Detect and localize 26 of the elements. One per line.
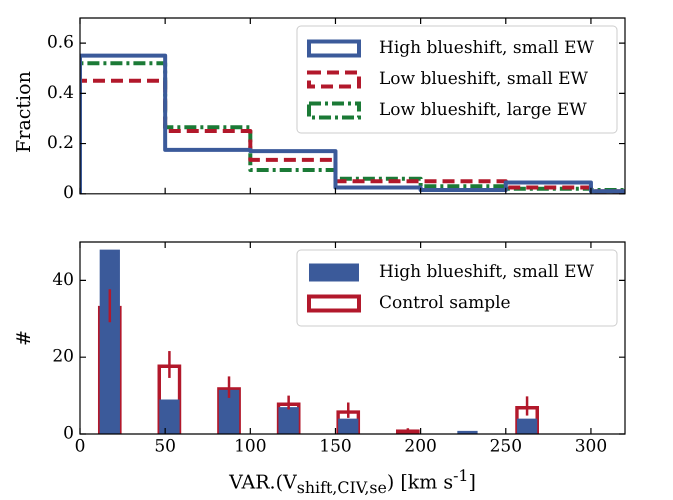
y-tick-label: 0.2 <box>46 132 74 153</box>
y-axis-title: # <box>13 330 35 346</box>
bar <box>338 418 358 434</box>
x-axis-title: VAR.(V$_{shift,CIV,se}$) [km s$^{-1}$] <box>229 466 476 498</box>
legend-label: Low blueshift, small EW <box>378 68 589 89</box>
y-axis-title: Fraction <box>13 70 35 152</box>
legend-label: High blueshift, small EW <box>378 38 595 58</box>
y-tick-label: 0.4 <box>46 82 74 103</box>
legend-label: High blueshift, small EW <box>378 262 595 282</box>
bar <box>159 399 180 434</box>
x-tick-label: 250 <box>490 436 522 457</box>
y-tick-label: 0 <box>63 423 74 444</box>
y-tick-label: 0.6 <box>46 32 74 53</box>
y-tick-label: 40 <box>52 270 74 290</box>
x-tick-label: 100 <box>234 436 267 457</box>
x-tick-label: 50 <box>154 436 176 457</box>
y-tick-label: 0 <box>63 183 74 204</box>
legend-label: Control sample <box>378 292 511 313</box>
x-tick-label: 150 <box>319 436 352 457</box>
bar <box>278 407 299 434</box>
bar <box>516 418 538 434</box>
legend-label: Low blueshift, large EW <box>378 100 588 120</box>
x-tick-label: 200 <box>404 436 437 457</box>
y-tick-label: 20 <box>52 346 74 367</box>
x-tick-label: 300 <box>574 436 608 457</box>
bar <box>100 250 120 434</box>
